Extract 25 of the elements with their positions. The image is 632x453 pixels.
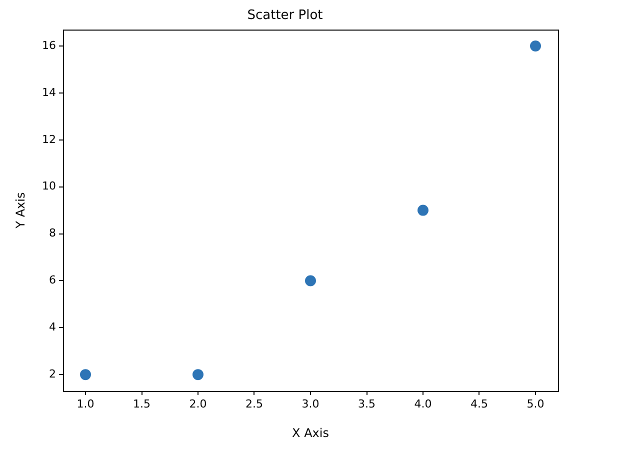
point [192, 369, 204, 380]
x-tick-label: 4.0 [414, 397, 432, 410]
y-tick-label: 2 [49, 367, 56, 380]
point [418, 204, 428, 216]
y-tick-label: 16 [42, 38, 56, 52]
point [80, 369, 91, 380]
x-tick-label: 2.0 [189, 397, 207, 410]
y-tick-label: 14 [42, 86, 56, 99]
x-tick-label: 3.5 [358, 397, 376, 410]
y-tick-label: 6 [49, 274, 56, 287]
x-tick-label: 5.0 [526, 397, 544, 410]
y-tick-label: 8 [49, 226, 56, 240]
chart-title: Scatter Plot [247, 8, 323, 24]
x-axis-title: X Axis [292, 426, 329, 440]
x-tick-label: 4.5 [470, 397, 488, 410]
y-tick-label: 4 [49, 320, 56, 334]
y-tick-label: 10 [42, 180, 56, 193]
point [530, 40, 541, 52]
y-axis-title: Y Axis [13, 192, 28, 230]
point [305, 275, 316, 286]
x-tick-label: 2.5 [246, 397, 263, 410]
x-tick-label: 1.0 [76, 397, 94, 410]
y-tick-label: 12 [42, 132, 56, 146]
x-tick-label: 3.0 [302, 397, 320, 410]
x-tick-label: 1.5 [133, 397, 150, 410]
